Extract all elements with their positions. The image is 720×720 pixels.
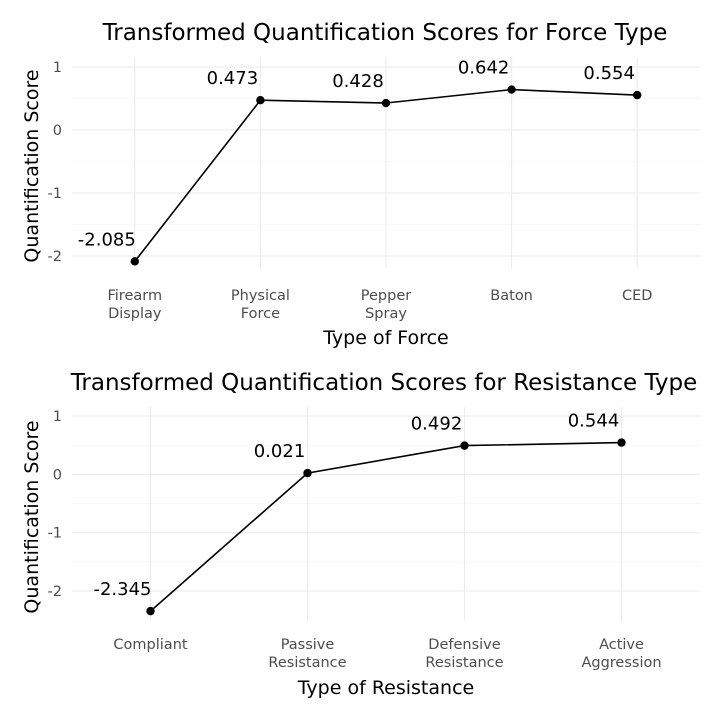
resistance-chart-title: Transformed Quantification Scores for Re… [70, 370, 698, 396]
resistance-x-tick-label: Compliant [113, 637, 187, 653]
resistance-type-chart: Transformed Quantification Scores for Re… [21, 370, 700, 699]
resistance-data-point [460, 441, 469, 450]
resistance-y-tick-label: -1 [48, 526, 62, 542]
force-data-point [256, 96, 265, 105]
force-y-tick-label: -1 [48, 186, 62, 202]
force-x-tick-label: Pepper Spray [361, 288, 411, 322]
force-x-tick-label-line: Display [108, 306, 162, 322]
resistance-y-tick-label: 0 [53, 467, 62, 483]
force-y-tick-label: 1 [53, 60, 62, 76]
resistance-data-label: 0.021 [254, 441, 306, 462]
force-data-label: -2.085 [78, 229, 136, 250]
resistance-x-tick-label-line: Defensive [428, 637, 500, 653]
resistance-x-tick-label-line: Resistance [425, 655, 503, 671]
force-data-point [381, 98, 391, 108]
resistance-data-label: 0.544 [568, 411, 620, 432]
resistance-data-point [146, 606, 155, 616]
force-x-tick-label: CED [622, 288, 652, 304]
resistance-data-point [303, 468, 312, 478]
resistance-data-point [617, 438, 626, 447]
resistance-data-label: 0.492 [411, 414, 463, 435]
force-data-point [130, 257, 139, 266]
resistance-x-tick-label-line: Passive [281, 637, 335, 653]
force-x-tick-label-line: Pepper [361, 288, 411, 304]
resistance-data-label: -2.345 [93, 579, 151, 600]
force-data-label: 0.554 [583, 63, 635, 84]
force-y-tick-label: -2 [48, 249, 62, 265]
resistance-x-axis-title: Type of Resistance [297, 677, 474, 699]
resistance-x-tick-label: Defensive Resistance [425, 637, 503, 671]
force-data-label: 0.642 [458, 58, 510, 79]
force-x-tick-label-line: Force [241, 306, 280, 322]
force-chart-title: Transformed Quantification Scores for Fo… [102, 20, 668, 46]
resistance-x-tick-label-line: Aggression [581, 655, 661, 671]
force-x-axis-title: Type of Force [322, 327, 448, 349]
force-x-tick-label-line: Firearm [107, 288, 162, 304]
resistance-y-tick-label: -2 [48, 584, 62, 600]
force-x-tick-label: Physical Force [231, 288, 290, 322]
force-x-tick-label: Firearm Display [107, 288, 162, 322]
force-data-label: 0.473 [207, 68, 259, 89]
force-type-chart: Transformed Quantification Scores for Fo… [21, 20, 700, 349]
resistance-x-tick-label: Active Aggression [581, 637, 661, 671]
force-data-point [633, 90, 642, 100]
force-x-tick-label-line: Baton [490, 288, 533, 304]
resistance-y-tick-label: 1 [53, 409, 62, 425]
force-plot-area: 1 0 -1 -2 Firearm Display Physical Force Pepper S… [48, 57, 700, 322]
force-x-tick-label-line: Physical [231, 288, 290, 304]
resistance-x-tick-label-line: Resistance [268, 655, 346, 671]
resistance-series-line [149, 441, 622, 612]
force-x-tick-label-line: CED [622, 288, 652, 304]
resistance-x-tick-label: Passive Resistance [268, 637, 346, 671]
force-data-point [507, 85, 516, 94]
resistance-x-tick-label-line: Compliant [113, 637, 187, 653]
resistance-x-tick-label-line: Active [599, 637, 644, 653]
resistance-y-axis-title: Quantification Score [21, 420, 43, 613]
force-x-tick-label-line: Spray [365, 306, 407, 322]
force-data-label: 0.428 [332, 71, 384, 92]
force-y-axis-title: Quantification Score [21, 69, 43, 262]
force-x-tick-label: Baton [490, 288, 533, 304]
force-y-tick-label: 0 [53, 123, 62, 139]
